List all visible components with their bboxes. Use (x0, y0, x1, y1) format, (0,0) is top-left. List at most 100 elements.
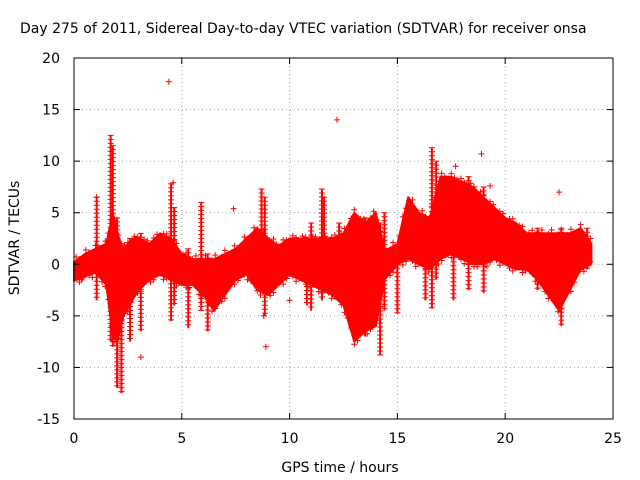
band-edge-marker (218, 253, 225, 260)
band-edge-marker (522, 232, 529, 239)
band-edge-marker (564, 231, 571, 238)
band-edge-marker (157, 270, 164, 277)
band-edge-marker (82, 247, 89, 254)
band-edge-marker (516, 264, 523, 271)
band-edge-marker (150, 235, 157, 242)
band-edge-marker (157, 233, 164, 240)
band-edge-marker (587, 235, 594, 242)
band-edge-marker (141, 236, 148, 243)
band-edge-marker (121, 310, 128, 317)
outlier-layer (78, 78, 563, 361)
band-edge-marker (415, 212, 422, 219)
band-edge-marker (399, 213, 406, 220)
band-edge-marker (247, 233, 254, 240)
band-edge-marker (270, 289, 277, 296)
band-edge-marker (351, 206, 358, 213)
band-edge-marker (221, 295, 228, 302)
band-edge-marker (561, 232, 568, 239)
band-edge-marker (390, 269, 397, 276)
band-edge-marker (86, 272, 93, 279)
band-edge-marker (102, 238, 109, 245)
band-edge-marker (179, 278, 186, 285)
band-edge-marker (580, 231, 587, 238)
band-edge-marker (267, 292, 274, 299)
band-edge-marker (506, 265, 513, 272)
band-edge-marker (147, 278, 154, 285)
y-axis: -15 -10 -5 0 5 10 15 20 (37, 51, 613, 428)
band-edge-marker (338, 301, 345, 308)
y-axis-label: SDTVAR / TECUs (7, 181, 23, 296)
band-edge-marker (286, 268, 293, 275)
band-edge-marker (561, 294, 568, 301)
band-edge-marker (283, 237, 290, 244)
data-spike (381, 212, 388, 311)
band-edge-marker (580, 268, 587, 275)
band-edge-marker (538, 227, 545, 234)
band-edge-marker (529, 270, 536, 277)
band-edge-marker (477, 189, 484, 196)
band-edge-marker (228, 249, 235, 256)
band-edge-marker (283, 275, 290, 282)
band-edge-marker (147, 243, 154, 250)
band-edge-marker (458, 256, 465, 263)
data-spike (336, 222, 343, 296)
data-spike (558, 227, 565, 327)
band-edge-marker (538, 279, 545, 286)
band-edge-marker (403, 258, 410, 265)
band-edge-marker (564, 289, 571, 296)
band-edge-marker (370, 320, 377, 327)
band-edge-marker (154, 231, 161, 238)
band-edge-marker (386, 246, 393, 253)
chart-title: Day 275 of 2011, Sidereal Day-to-day VTE… (20, 21, 587, 37)
band-edge-marker (357, 329, 364, 336)
data-spike (428, 147, 435, 309)
band-edge-marker (228, 280, 235, 287)
data-spike (127, 238, 134, 342)
band-edge-marker (509, 267, 516, 274)
band-edge-marker (176, 279, 183, 286)
data-spike (450, 181, 457, 301)
band-edge-marker (251, 278, 258, 285)
band-edge-marker (225, 285, 232, 292)
band-edge-marker (525, 230, 532, 237)
data-spike (114, 217, 121, 389)
band-edge-marker (483, 263, 490, 270)
y-tick-label: 20 (42, 51, 60, 67)
data-spike (362, 217, 369, 337)
band-edge-marker (257, 292, 264, 299)
x-tick-label: 0 (70, 431, 79, 447)
x-tick-label: 15 (388, 431, 406, 447)
band-edge-marker (270, 235, 277, 242)
band-edge-marker (493, 210, 500, 217)
band-edge-marker (99, 245, 106, 252)
outlier-point (260, 312, 267, 319)
band-edge-marker (577, 221, 584, 228)
band-edge-marker (160, 276, 167, 283)
outlier-point (165, 78, 172, 85)
band-edge-marker (254, 287, 261, 294)
band-edge-marker (189, 256, 196, 263)
data-spike (377, 222, 384, 356)
band-edge-marker (273, 280, 280, 287)
band-edge-marker (390, 239, 397, 246)
x-tick-label: 25 (604, 431, 622, 447)
band-edge-marker (79, 255, 86, 262)
data-spike (137, 232, 144, 332)
band-edge-marker (571, 230, 578, 237)
outlier-point (478, 150, 485, 157)
outlier-point (487, 182, 494, 189)
outlier-point (78, 276, 85, 283)
band-edge-marker (212, 252, 219, 259)
band-edge-marker (144, 276, 151, 283)
y-tick-label: -10 (37, 360, 60, 376)
band-edge-marker (241, 233, 248, 240)
band-edge-marker (225, 251, 232, 258)
band-edge-marker (516, 222, 523, 229)
band-edge-marker (509, 215, 516, 222)
band-edge-marker (470, 183, 477, 190)
band-edge-marker (441, 250, 448, 257)
outlier-point (170, 179, 177, 186)
y-tick-label: 0 (51, 257, 60, 273)
band-edge-marker (234, 245, 241, 252)
